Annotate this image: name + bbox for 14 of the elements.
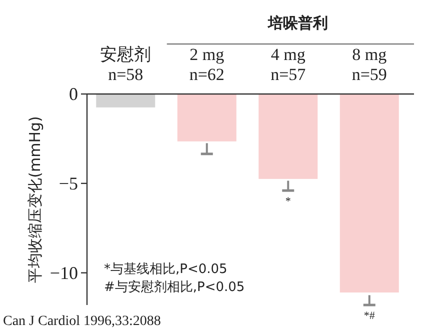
x-tick-label: 4 mg n=57	[270, 45, 306, 84]
x-tick-label: 安慰剂 n=58	[100, 45, 152, 84]
x-tick-label: 2 mg n=62	[189, 45, 225, 84]
y-tick-label: 0	[69, 84, 78, 104]
text: 培哚普利	[267, 14, 328, 32]
annotation: *	[285, 196, 291, 208]
text: Can J Cardiol 1996,33:2088	[3, 314, 161, 329]
y-tick-label: −5	[58, 173, 78, 194]
y-axis-title: 平均收缩压变化(mmHg)	[26, 116, 44, 283]
annotation: #与安慰剂相比,P<0.05	[104, 279, 245, 295]
annotation: *#	[364, 310, 376, 322]
annotation: *与基线相比,P<0.05	[104, 262, 228, 277]
y-tick-label: −10	[50, 262, 78, 283]
x-tick-label: 8 mg n=59	[352, 45, 388, 84]
